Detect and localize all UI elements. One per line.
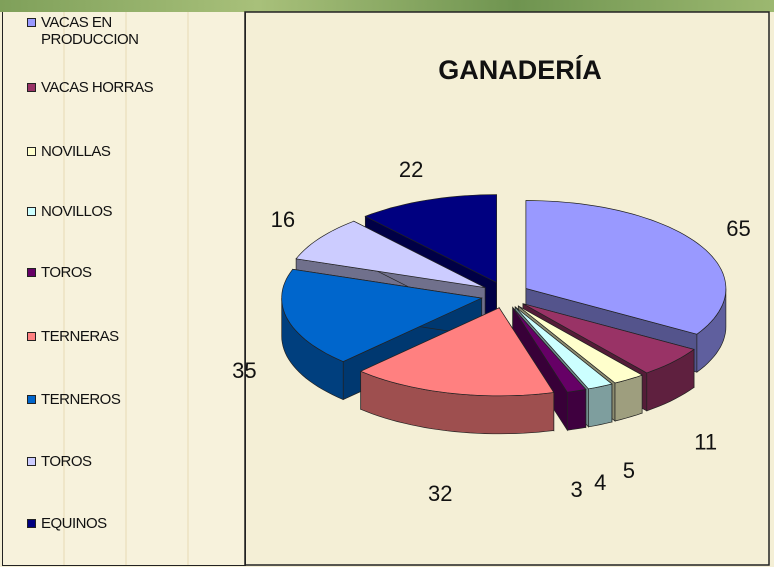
legend-item: TOROS: [27, 453, 191, 470]
legend-label: TERNEROS: [41, 391, 121, 408]
legend-label: EQUINOS: [41, 515, 107, 532]
legend-item: NOVILLOS: [27, 203, 191, 220]
slice-top: [295, 220, 486, 288]
top-band: [0, 0, 774, 12]
slice-top: [281, 268, 483, 362]
plot-frame: [244, 11, 770, 566]
legend-swatch: [27, 457, 36, 466]
legend-label: TERNERAS: [41, 328, 119, 345]
slice-top: [512, 307, 587, 393]
slice-top: [514, 306, 613, 390]
legend-item: VACAS HORRAS: [27, 79, 191, 96]
legend-item: TERNEROS: [27, 391, 191, 408]
legend-swatch: [27, 147, 36, 156]
legend-label: TOROS: [41, 453, 92, 470]
slice-top: [518, 305, 643, 384]
data-label: 32: [428, 481, 452, 506]
legend-item: EQUINOS: [27, 515, 191, 532]
legend-label: TOROS: [41, 264, 92, 281]
legend-swatch: [27, 268, 36, 277]
data-label: 3: [570, 477, 582, 502]
legend-swatch: [27, 395, 36, 404]
legend-item: TOROS: [27, 264, 191, 281]
slice-top: [522, 303, 695, 374]
legend-item: VACAS EN PRODUCCION: [27, 14, 191, 48]
legend-item: NOVILLAS: [27, 143, 191, 160]
legend-swatch: [27, 18, 36, 27]
data-label: 22: [399, 157, 423, 182]
legend-swatch: [27, 83, 36, 92]
legend-swatch: [27, 207, 36, 216]
legend-swatch: [27, 519, 36, 528]
data-label: 5: [623, 458, 635, 483]
slice-wall: [588, 383, 613, 428]
slice-top: [359, 307, 555, 397]
slice-top: [525, 200, 727, 335]
legend-label: VACAS HORRAS: [41, 79, 154, 96]
legend-label: NOVILLAS: [41, 143, 111, 160]
data-label: 4: [594, 470, 606, 495]
slice-top: [364, 194, 497, 284]
legend-label: NOVILLOS: [41, 203, 113, 220]
data-label: 11: [694, 430, 717, 455]
data-label: 65: [726, 216, 750, 241]
legend-swatch: [27, 332, 36, 341]
data-label: 35: [232, 358, 256, 383]
chart-title: GANADERÍA: [438, 54, 602, 85]
legend-label: VACAS EN PRODUCCION: [41, 14, 139, 48]
pie-slice: [359, 306, 555, 435]
data-label: 16: [271, 207, 295, 232]
legend-item: TERNERAS: [27, 328, 191, 345]
legend: VACAS EN PRODUCCION VACAS HORRAS NOVILLAS N…: [2, 12, 246, 566]
slice-wall: [566, 388, 587, 431]
